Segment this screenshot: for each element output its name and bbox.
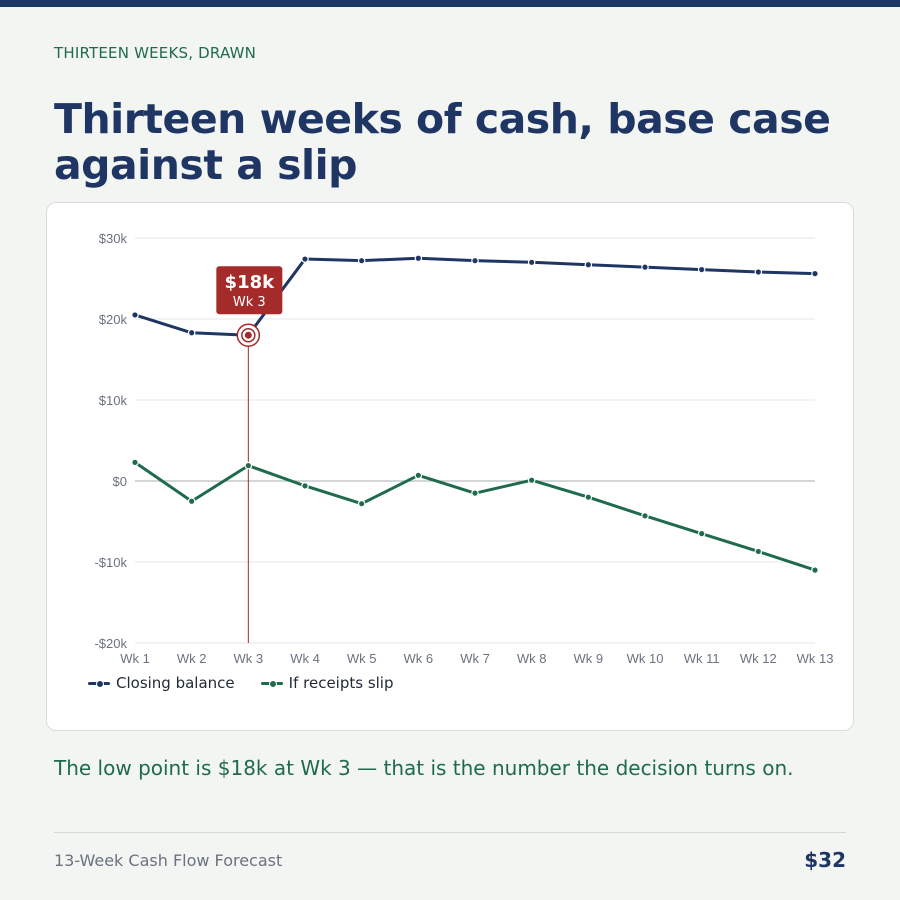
- x-tick-label: Wk 8: [517, 651, 547, 666]
- data-point: [301, 255, 309, 263]
- data-point: [641, 512, 649, 520]
- data-point: [131, 311, 139, 319]
- data-point: [754, 547, 763, 556]
- legend-item-if-receipts-slip: If receipts slip: [260, 674, 394, 692]
- annotation-ring-inner: [241, 327, 256, 343]
- x-tick-label: Wk 7: [460, 651, 490, 666]
- data-point: [471, 256, 479, 265]
- data-point: [697, 529, 706, 538]
- x-tick-label: Wk 12: [740, 651, 777, 666]
- footer-title: 13-Week Cash Flow Forecast: [54, 851, 283, 870]
- data-point: [414, 254, 423, 263]
- x-tick-label: Wk 10: [627, 651, 664, 666]
- data-point: [414, 471, 423, 480]
- data-point: [357, 499, 366, 508]
- data-point: [584, 260, 593, 269]
- y-tick-label: $20k: [99, 312, 128, 327]
- eyebrow-label: THIRTEEN WEEKS, DRAWN: [54, 44, 257, 62]
- legend-item-closing-balance: Closing balance: [88, 674, 235, 692]
- legend-label: If receipts slip: [288, 674, 394, 692]
- data-point: [697, 265, 706, 274]
- x-tick-label: Wk 13: [797, 651, 834, 666]
- legend-swatch-if-receipts-slip: [260, 678, 283, 688]
- data-point: [244, 461, 253, 470]
- page-title: Thirteen weeks of cash, base case agains…: [54, 95, 831, 189]
- data-point: [187, 497, 196, 506]
- legend-label: Closing balance: [116, 674, 235, 692]
- annotation-callout: [216, 266, 283, 315]
- y-tick-label: $30k: [99, 231, 128, 246]
- data-point: [357, 256, 366, 265]
- page-number: $32: [804, 848, 846, 872]
- data-point: [301, 482, 309, 490]
- x-tick-label: Wk 4: [290, 651, 320, 666]
- x-tick-label: Wk 2: [177, 651, 207, 666]
- data-point: [527, 476, 536, 484]
- y-tick-label: $10k: [99, 393, 128, 408]
- data-point: [811, 566, 819, 574]
- data-point: [754, 268, 763, 276]
- x-tick-label: Wk 5: [347, 651, 377, 666]
- y-tick-label: $0: [113, 474, 127, 489]
- x-tick-label: Wk 6: [404, 651, 434, 666]
- x-tick-label: Wk 3: [234, 651, 264, 666]
- data-point: [187, 328, 196, 337]
- footer-divider: [54, 832, 846, 833]
- annotation-category-label: Wk 3: [233, 295, 266, 310]
- data-point: [527, 258, 536, 267]
- data-point: [811, 269, 819, 278]
- chart-legend: Closing balance If receipts slip: [88, 674, 394, 692]
- annotation-point: [244, 331, 252, 339]
- x-tick-label: Wk 1: [120, 651, 150, 666]
- takeaway-text: The low point is $18k at Wk 3 — that is …: [54, 756, 794, 780]
- chart-card: $30k $20k $10k $0 -$10k -$20k Wk 1 Wk 2 Wk 3 Wk 4…: [46, 202, 854, 731]
- top-accent-bar: [0, 0, 900, 7]
- data-point: [584, 493, 593, 502]
- y-tick-label: -$10k: [94, 555, 127, 570]
- data-point: [641, 263, 649, 271]
- x-tick-label: Wk 9: [574, 651, 604, 666]
- legend-swatch-closing-balance: [88, 678, 110, 688]
- annotation-value-label: $18k: [225, 272, 276, 293]
- data-point: [131, 458, 139, 467]
- data-point: [471, 489, 479, 497]
- x-tick-label: Wk 11: [684, 651, 720, 666]
- y-tick-label: -$20k: [94, 636, 127, 651]
- series-line-1: [133, 460, 817, 572]
